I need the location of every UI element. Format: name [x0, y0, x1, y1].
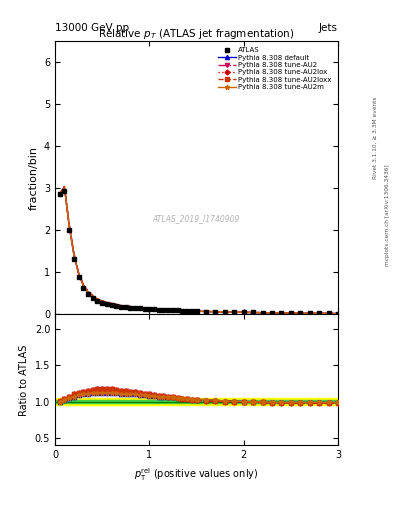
ATLAS — [270, 310, 274, 316]
ATLAS — [57, 191, 62, 198]
ATLAS — [161, 307, 166, 313]
ATLAS — [123, 304, 128, 310]
Title: Relative $p_T$ (ATLAS jet fragmentation): Relative $p_T$ (ATLAS jet fragmentation) — [98, 27, 295, 41]
ATLAS — [90, 295, 95, 302]
ATLAS — [142, 306, 147, 312]
ATLAS — [95, 298, 100, 304]
Bar — [55, 398, 338, 406]
ATLAS — [213, 309, 218, 315]
ATLAS — [156, 307, 161, 313]
Legend: ATLAS, Pythia 8.308 default, Pythia 8.308 tune-AU2, Pythia 8.308 tune-AU2lox, Py: ATLAS, Pythia 8.308 default, Pythia 8.30… — [215, 45, 334, 93]
Bar — [55, 400, 338, 403]
ATLAS — [133, 305, 138, 311]
ATLAS — [72, 255, 76, 262]
Line: ATLAS: ATLAS — [57, 189, 340, 316]
ATLAS — [189, 308, 194, 314]
ATLAS — [166, 307, 171, 313]
Text: Jets: Jets — [319, 23, 338, 33]
ATLAS — [62, 188, 67, 195]
ATLAS — [326, 310, 331, 316]
ATLAS — [152, 306, 156, 312]
ATLAS — [336, 310, 340, 316]
ATLAS — [100, 300, 105, 306]
Text: ATLAS_2019_I1740909: ATLAS_2019_I1740909 — [153, 214, 240, 223]
ATLAS — [185, 308, 189, 314]
ATLAS — [175, 307, 180, 313]
ATLAS — [105, 301, 109, 307]
ATLAS — [67, 227, 72, 233]
ATLAS — [288, 310, 293, 316]
ATLAS — [147, 306, 152, 312]
ATLAS — [307, 310, 312, 316]
ATLAS — [204, 308, 208, 314]
ATLAS — [298, 310, 303, 316]
ATLAS — [119, 304, 123, 310]
ATLAS — [76, 274, 81, 281]
ATLAS — [194, 308, 199, 314]
ATLAS — [222, 309, 227, 315]
ATLAS — [260, 310, 265, 316]
ATLAS — [138, 305, 142, 311]
ATLAS — [251, 309, 255, 315]
ATLAS — [128, 305, 133, 311]
ATLAS — [81, 285, 86, 291]
ATLAS — [114, 303, 119, 309]
Y-axis label: fraction/bin: fraction/bin — [28, 145, 39, 209]
ATLAS — [279, 310, 284, 316]
X-axis label: $p_{\mathrm{T}}^{\mathrm{rel}}$ (positive values only): $p_{\mathrm{T}}^{\mathrm{rel}}$ (positiv… — [134, 466, 259, 483]
ATLAS — [241, 309, 246, 315]
ATLAS — [109, 302, 114, 308]
Text: Rivet 3.1.10, ≥ 3.3M events: Rivet 3.1.10, ≥ 3.3M events — [373, 97, 378, 180]
ATLAS — [317, 310, 321, 316]
ATLAS — [180, 308, 185, 314]
ATLAS — [232, 309, 237, 315]
ATLAS — [86, 291, 90, 297]
ATLAS — [171, 307, 175, 313]
Text: 13000 GeV pp: 13000 GeV pp — [55, 23, 129, 33]
Y-axis label: Ratio to ATLAS: Ratio to ATLAS — [19, 344, 29, 416]
Text: mcplots.cern.ch [arXiv:1306.3436]: mcplots.cern.ch [arXiv:1306.3436] — [385, 164, 389, 266]
